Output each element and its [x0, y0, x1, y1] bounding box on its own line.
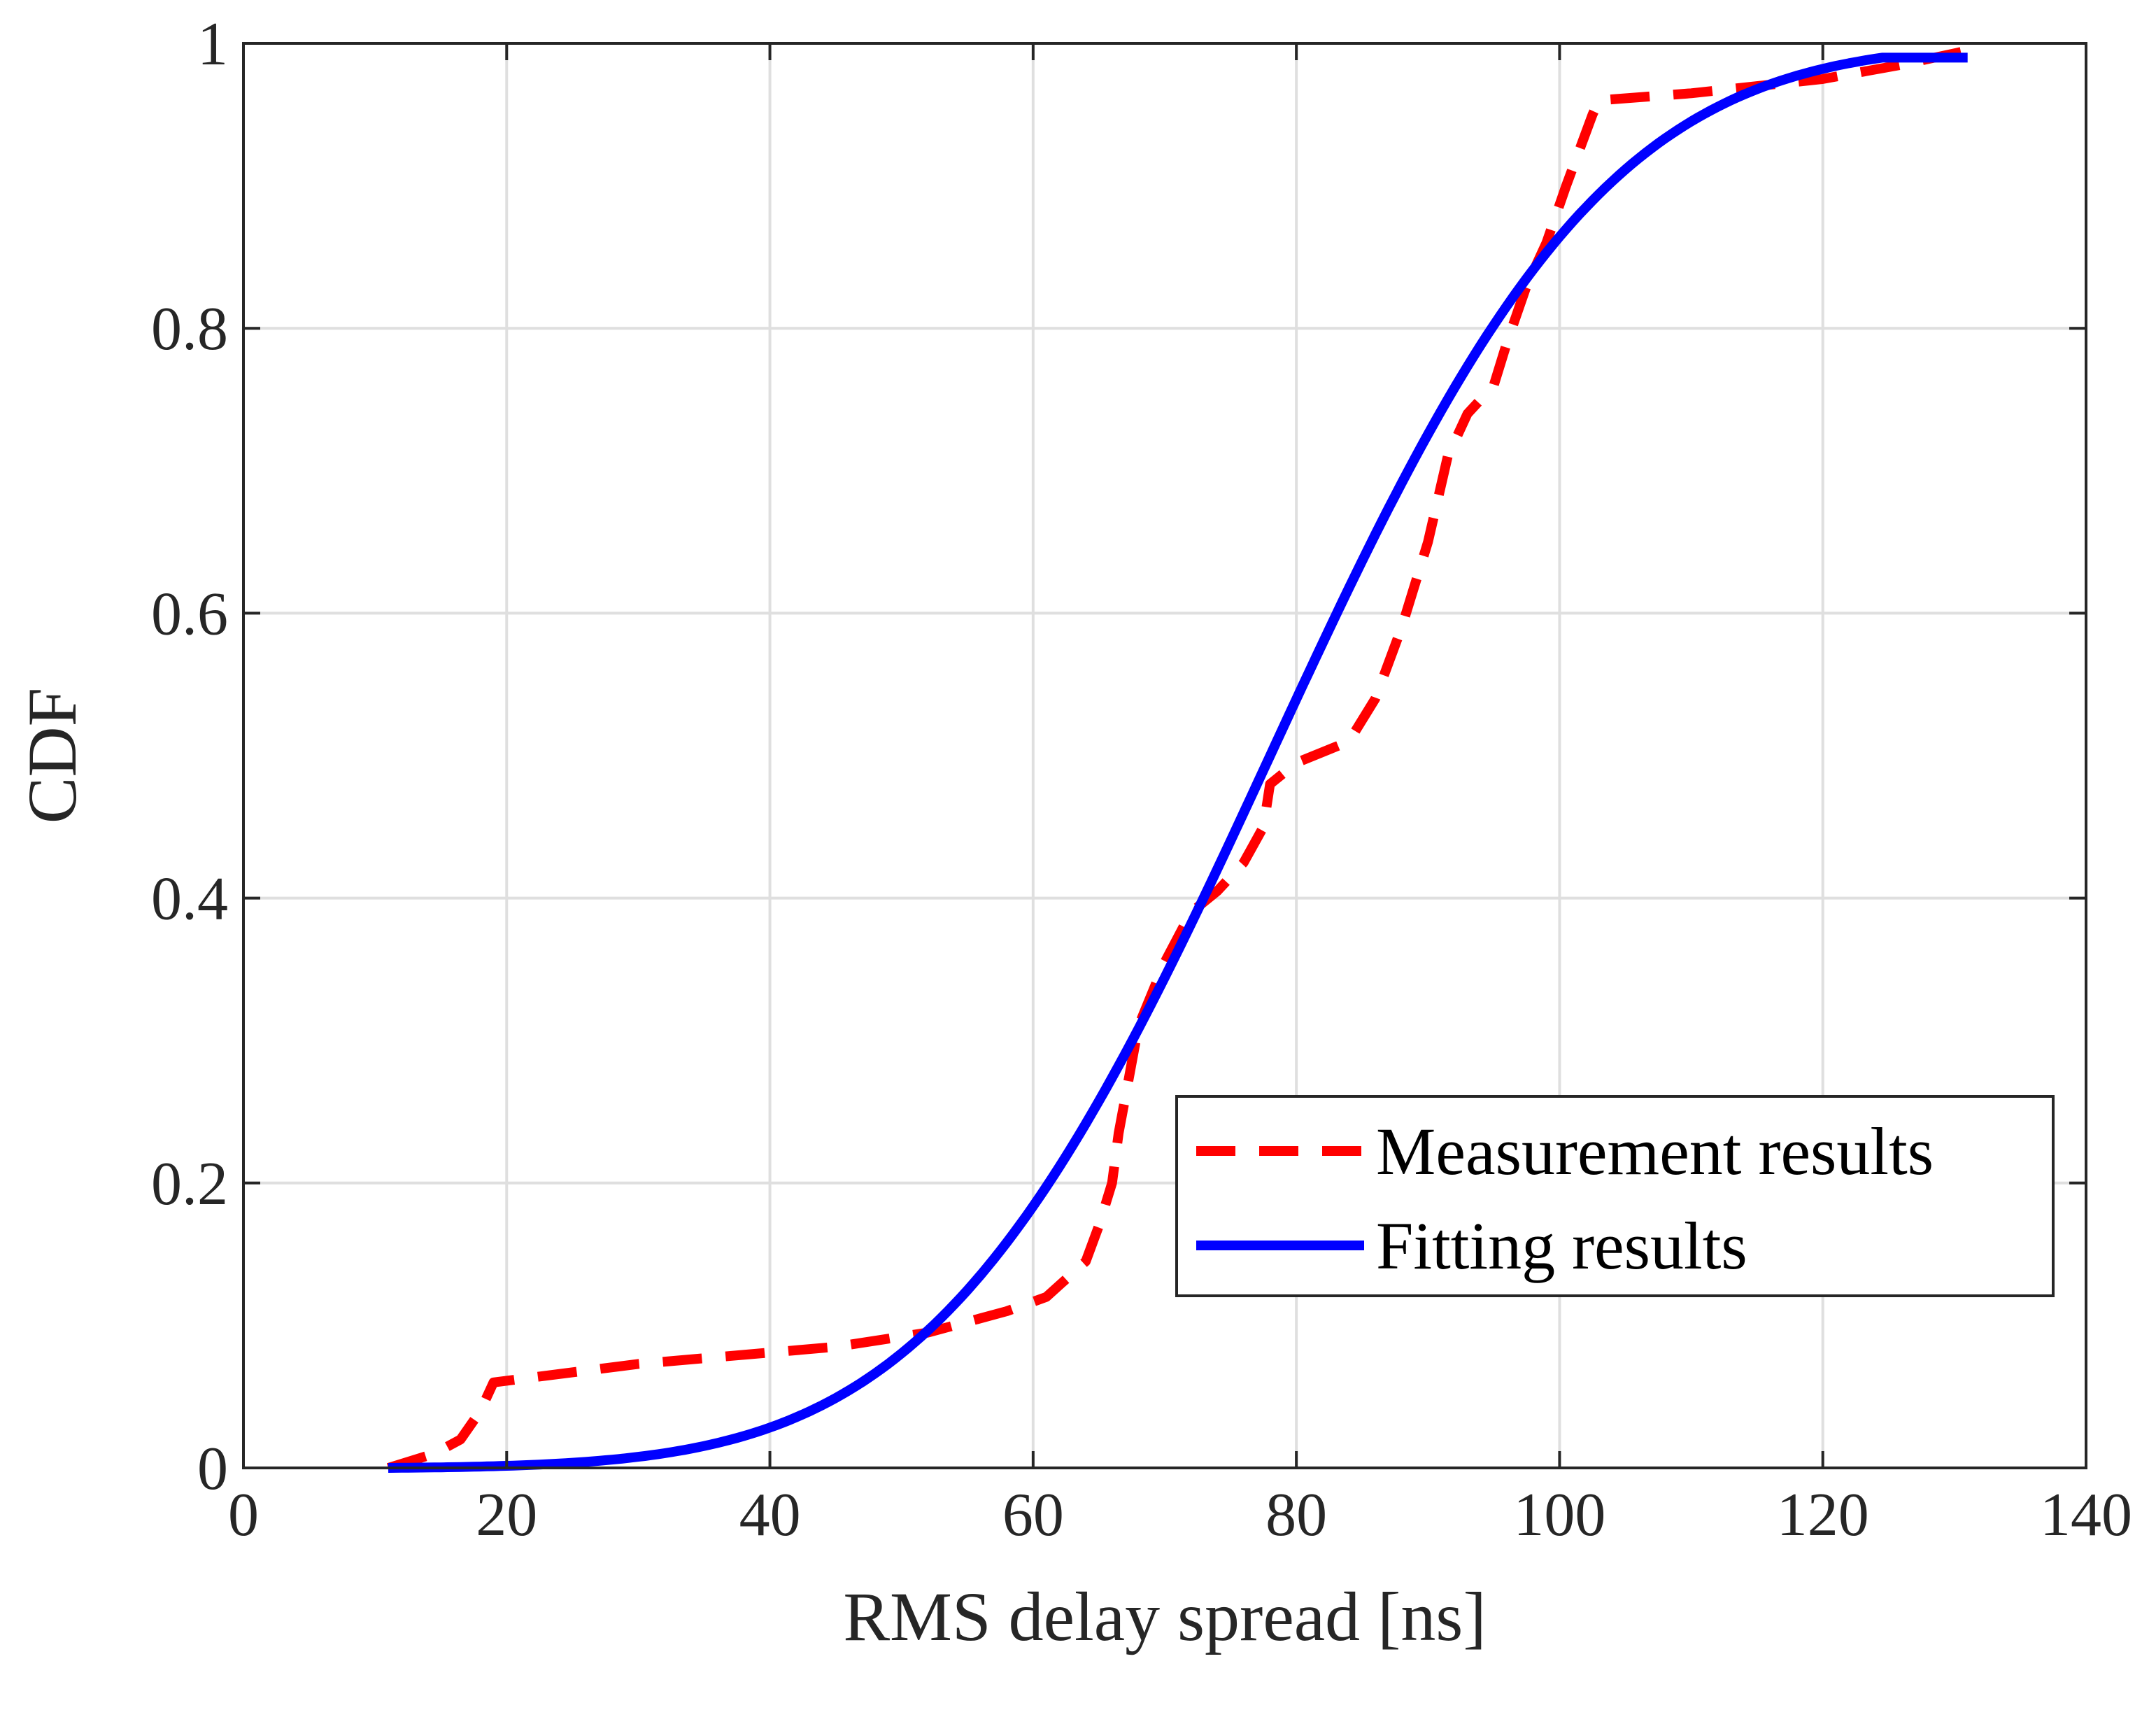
y-tick-label: 0: [197, 1435, 228, 1503]
legend-label-measurement: Measurement results: [1376, 1114, 1934, 1189]
y-tick-label: 0.8: [151, 295, 228, 363]
y-tick-label: 0.4: [151, 865, 228, 933]
x-tick-label: 100: [1513, 1481, 1605, 1549]
legend-label-fitting: Fitting results: [1376, 1208, 1747, 1283]
tick-labels: 0 20 40 60 80 100 120 140 0 0.2 0.4 0.6 0.8 1: [151, 10, 2132, 1549]
axis-ticks: [242, 42, 2087, 1469]
x-tick-label: 40: [739, 1481, 801, 1549]
x-tick-label: 20: [476, 1481, 537, 1549]
axes-frame: [242, 42, 2087, 1469]
y-tick-label: 0.6: [151, 580, 228, 648]
x-tick-label: 0: [228, 1481, 259, 1549]
series-line-fitting: [388, 52, 1968, 1473]
legend: Measurement results Fitting results: [1175, 1095, 2055, 1297]
series-layer: [386, 45, 1969, 1473]
x-axis-label: RMS delay spread [ns]: [843, 1578, 1486, 1655]
legend-box: [1175, 1095, 2055, 1297]
series-line-measurement: [386, 45, 1969, 1473]
y-axis-label: CDF: [13, 688, 91, 824]
x-tick-label: 140: [2040, 1481, 2132, 1549]
x-tick-label: 80: [1265, 1481, 1327, 1549]
y-tick-label: 1: [197, 10, 228, 78]
x-tick-label: 60: [1002, 1481, 1064, 1549]
y-tick-label: 0.2: [151, 1150, 228, 1218]
x-tick-label: 120: [1777, 1481, 1869, 1549]
